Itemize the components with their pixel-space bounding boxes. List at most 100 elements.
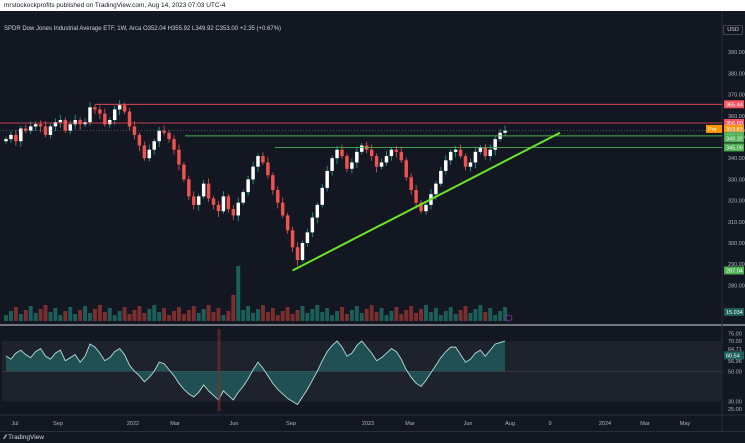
time-axis-label: Aug (505, 421, 515, 427)
volume-bar (325, 308, 330, 321)
volume-bar (256, 309, 260, 321)
candle-body (108, 120, 112, 125)
volume-bar (68, 307, 73, 321)
candle-body (112, 109, 117, 121)
volume-bar (330, 315, 335, 321)
candle-body (478, 147, 483, 152)
price-tag-label: 356.60 (726, 121, 743, 127)
volume-bar (404, 310, 409, 321)
candle-body (103, 113, 107, 125)
volume-bar (83, 306, 88, 321)
candle-body (261, 156, 265, 163)
volume-bar (453, 314, 458, 321)
candle-body (305, 232, 310, 243)
volume-bar (310, 309, 315, 321)
candle-body (369, 149, 374, 157)
candle-body (157, 130, 161, 142)
price-tag (724, 119, 744, 128)
chart-panel[interactable]: 390.00380.00370.00360.00350.00340.00330.… (0, 11, 745, 431)
chart-canvas[interactable]: 390.00380.00370.00360.00350.00340.00330.… (0, 11, 745, 431)
oscillator-tag (724, 351, 744, 360)
candle-body (216, 204, 221, 212)
candle-body (404, 160, 408, 178)
oscillator-axis-tick: 70.00 (728, 339, 742, 345)
candle-body (24, 128, 28, 131)
candle-body (14, 134, 18, 142)
candle-body (246, 179, 250, 193)
candle-body (345, 156, 349, 169)
volume-bar (97, 305, 102, 321)
candle-body (320, 187, 324, 205)
volume-bar (127, 314, 132, 321)
candle-body (211, 198, 216, 205)
candle-body (399, 151, 404, 161)
volume-bar (399, 314, 404, 321)
volume-bar (157, 312, 162, 321)
candle-body (182, 164, 186, 180)
candle-body (117, 105, 122, 110)
candle-body (98, 109, 102, 114)
brand-label: TradingView (8, 434, 44, 441)
volume-bar (48, 312, 53, 321)
currency-button[interactable]: USD (723, 25, 743, 35)
candle-body (409, 177, 413, 190)
volume-bar (448, 307, 453, 321)
volume-bar (221, 315, 226, 321)
volume-bar (364, 309, 369, 321)
volume-bar (73, 314, 78, 321)
candle-body (256, 156, 260, 167)
price-axis-tick: 330.00 (728, 177, 745, 183)
time-axis-label: Jul (11, 421, 18, 427)
volume-bar (344, 314, 349, 321)
candle-body (300, 243, 305, 260)
candle-body (19, 128, 23, 142)
candle-body (63, 120, 68, 131)
event-marker-icon (505, 314, 513, 322)
tradingview-brand[interactable]: ⁄⁄ TradingView (4, 434, 44, 441)
candle-body (58, 120, 63, 123)
volume-bar (186, 310, 191, 321)
candle-body (28, 126, 33, 131)
volume-bar (473, 309, 478, 321)
time-axis-label: Sep (286, 421, 296, 427)
volume-bar (369, 305, 374, 321)
oscillator-axis-tick: 50.00 (728, 369, 742, 375)
volume-bar (349, 310, 354, 321)
candle-body (241, 192, 245, 203)
time-axis-label: 2022 (127, 421, 139, 427)
volume-bar (409, 306, 414, 321)
volume-bar (275, 315, 280, 321)
volume-bar (354, 306, 359, 321)
candle-body (132, 126, 137, 135)
volume-bar (33, 313, 38, 321)
candle-body (196, 196, 201, 205)
candle-body (48, 126, 53, 135)
candle-body (335, 149, 339, 159)
candle-body (463, 156, 468, 167)
volume-bar (206, 305, 211, 321)
candle-body (68, 124, 72, 131)
volume-bar (290, 314, 295, 321)
volume-bar (162, 308, 167, 321)
candle-body (226, 196, 231, 210)
price-axis-tick: 310.00 (728, 220, 745, 226)
volume-bar (394, 307, 399, 321)
volume-bar (488, 308, 493, 321)
price-axis-tick: 320.00 (728, 199, 745, 205)
candle-body (424, 204, 428, 212)
candle-body (192, 196, 196, 205)
volume-bar (43, 305, 48, 321)
price-tag-label: 287.04 (726, 268, 743, 274)
candle-body (468, 162, 473, 167)
price-axis-tick: 360.00 (728, 114, 745, 120)
candle-body (439, 170, 443, 184)
volume-bar (88, 313, 92, 321)
volume-bar (389, 311, 394, 321)
volume-bar (13, 307, 18, 321)
volume-bar (8, 311, 13, 321)
volume-bar (374, 312, 379, 321)
candle-body (137, 134, 142, 146)
pre-market-label: Pre (708, 127, 717, 133)
candle-body (355, 151, 359, 163)
volume-bar (320, 312, 325, 321)
